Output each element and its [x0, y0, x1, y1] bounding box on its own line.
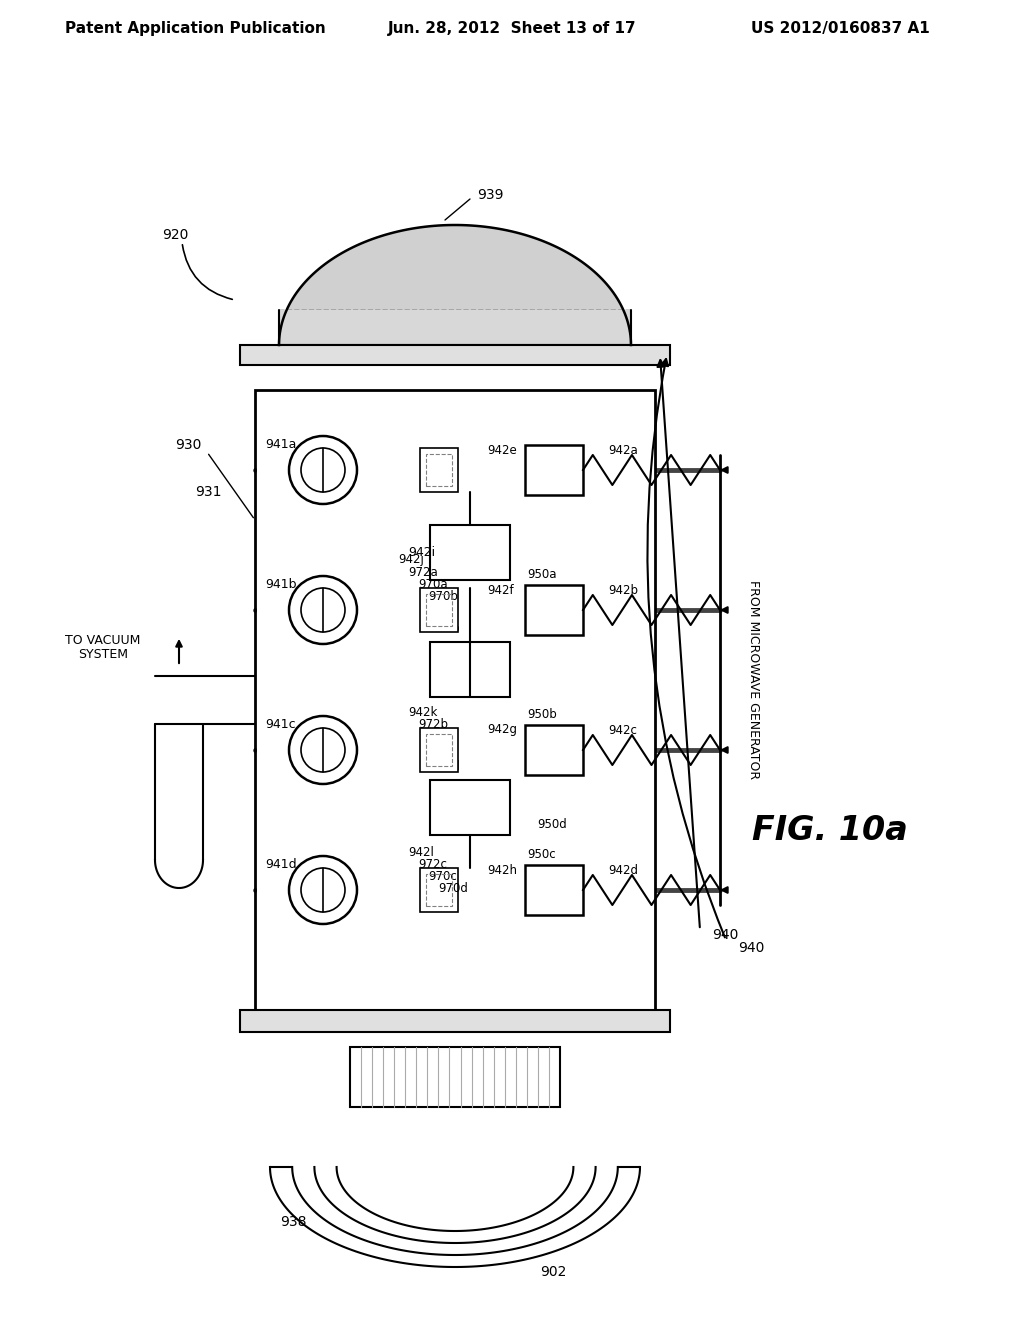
Text: 972d: 972d [428, 759, 460, 772]
Bar [420, 869, 458, 912]
Text: 942c: 942c [608, 723, 637, 737]
Text: 970d: 970d [438, 883, 468, 895]
Text: 942g: 942g [487, 723, 517, 737]
Text: 942f: 942f [487, 583, 514, 597]
Text: SYSTEM: SYSTEM [78, 648, 128, 661]
Text: 942i: 942i [408, 546, 435, 560]
Text: 950b: 950b [527, 709, 557, 722]
Bar [420, 587, 458, 632]
Bar [426, 454, 452, 486]
Text: 940: 940 [738, 941, 764, 954]
Text: Patent Application Publication: Patent Application Publication [65, 21, 326, 36]
Text: FROM MICROWAVE GENERATOR: FROM MICROWAVE GENERATOR [746, 581, 760, 780]
Bar [240, 345, 670, 366]
Text: FIG. 10a: FIG. 10a [752, 813, 908, 846]
Text: 902: 902 [540, 1265, 566, 1279]
Text: 970c: 970c [428, 870, 457, 883]
Bar [426, 874, 452, 906]
Text: 931: 931 [195, 484, 221, 499]
Bar [430, 780, 510, 836]
Bar [420, 729, 458, 772]
Bar [430, 525, 510, 579]
Text: 970a: 970a [418, 578, 447, 591]
Text: 940: 940 [712, 928, 738, 942]
Bar [525, 865, 583, 915]
Text: 939: 939 [477, 187, 503, 202]
Text: 930: 930 [175, 438, 202, 451]
Text: 972c: 972c [418, 858, 446, 871]
Text: 972b: 972b [428, 622, 460, 635]
Text: TO VACUUM: TO VACUUM [66, 634, 140, 647]
Bar [350, 1047, 560, 1107]
Text: 941d: 941d [265, 858, 297, 871]
Bar [279, 310, 631, 345]
Text: 942l: 942l [408, 846, 434, 858]
Text: 942a: 942a [608, 444, 638, 457]
Circle shape [289, 715, 357, 784]
Bar [430, 642, 510, 697]
Bar [525, 585, 583, 635]
Text: 950c: 950c [527, 849, 556, 862]
Polygon shape [279, 224, 631, 345]
Text: 920: 920 [162, 228, 188, 242]
Text: 942d: 942d [608, 863, 638, 876]
Text: 938: 938 [280, 1214, 306, 1229]
Text: 970b: 970b [428, 590, 458, 603]
Text: 942b: 942b [608, 583, 638, 597]
Bar [426, 734, 452, 766]
Bar [525, 725, 583, 775]
Bar [255, 389, 655, 1010]
Bar [420, 447, 458, 492]
Text: 942j: 942j [398, 553, 424, 566]
Circle shape [289, 576, 357, 644]
Bar [426, 594, 452, 626]
Text: 972a: 972a [408, 565, 437, 578]
Text: 942h: 942h [487, 863, 517, 876]
Text: 942k: 942k [408, 705, 437, 718]
Text: 941a: 941a [265, 438, 296, 451]
Text: 942e: 942e [487, 444, 517, 457]
Text: 972b: 972b [418, 718, 449, 731]
Text: 950d: 950d [537, 818, 566, 832]
Bar [240, 1010, 670, 1032]
Bar [525, 445, 583, 495]
Text: 941b: 941b [265, 578, 297, 591]
Circle shape [289, 855, 357, 924]
Text: Jun. 28, 2012  Sheet 13 of 17: Jun. 28, 2012 Sheet 13 of 17 [388, 21, 636, 36]
Text: US 2012/0160837 A1: US 2012/0160837 A1 [751, 21, 930, 36]
Circle shape [289, 436, 357, 504]
Text: 941c: 941c [265, 718, 296, 731]
Text: 950a: 950a [527, 569, 556, 582]
